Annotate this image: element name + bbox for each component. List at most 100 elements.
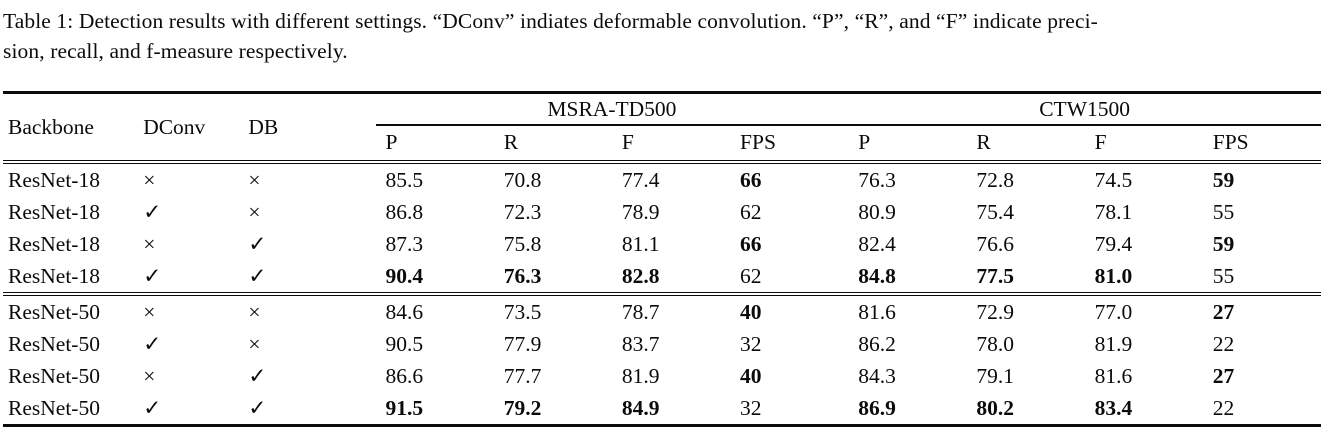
cell-msra-p: 87.3: [385, 231, 424, 256]
cell-msra-f: 77.4: [621, 167, 660, 192]
cell-msra-fps: 62: [740, 199, 762, 224]
cell-msra-f: 83.7: [621, 331, 660, 356]
cell-ctw-r: 78.0: [976, 331, 1015, 356]
cell-ctw-f: 78.1: [1094, 199, 1133, 224]
cell-ctw-f: 81.6: [1094, 363, 1133, 388]
cell-msra-r: 70.8: [503, 167, 542, 192]
cell-db: ×: [248, 199, 261, 224]
table-row: ResNet-18 × ✓ 87.3 75.8 81.1 66 82.4 76.6 79.4 59: [3, 228, 1321, 260]
cell-ctw-p: 84.3: [858, 363, 896, 388]
cell-ctw-f: 77.0: [1094, 299, 1133, 324]
cell-msra-r: 76.3: [493, 260, 612, 296]
cell-msra-f: 81.1: [621, 231, 660, 256]
cell-backbone: ResNet-50: [8, 363, 100, 388]
header-row-groups: Backbone DConv DB MSRA-TD500 CTW1500: [3, 92, 1321, 164]
header-group-ctw1500: CTW1500: [848, 92, 1321, 126]
cell-db: ×: [248, 331, 261, 356]
cell-msra-r: 73.5: [503, 299, 542, 324]
caption-line-1: Table 1: Detection results with differen…: [3, 9, 1098, 33]
header-db: DB: [238, 92, 376, 164]
cell-msra-f: 82.8: [611, 260, 731, 296]
cell-msra-fps: 40: [740, 299, 762, 324]
cell-ctw-f: 79.4: [1094, 231, 1133, 256]
cell-ctw-r: 75.4: [976, 199, 1015, 224]
header-ctw-fps: FPS: [1202, 125, 1321, 164]
cell-msra-p: 86.6: [385, 363, 424, 388]
cell-msra-p: 86.8: [385, 199, 424, 224]
cell-msra-r: 72.3: [503, 199, 542, 224]
cell-backbone: ResNet-18: [8, 167, 100, 192]
cell-db: ✓: [238, 392, 376, 427]
cell-backbone: ResNet-50: [8, 331, 100, 356]
cell-msra-f: 78.9: [621, 199, 660, 224]
cell-ctw-r: 76.6: [976, 231, 1015, 256]
header-ctw-r: R: [966, 125, 1085, 164]
cell-msra-fps: 32: [740, 331, 762, 356]
table-row: ResNet-50 ✓ ✓ 91.5 79.2 84.9 32 86.9 80.2 83.4 22: [3, 392, 1321, 427]
table-caption: Table 1: Detection results with differen…: [3, 6, 1322, 66]
cell-msra-fps: 32: [730, 392, 849, 427]
cell-dconv: ✓: [133, 260, 239, 296]
cell-ctw-p: 86.2: [858, 331, 896, 356]
header-backbone: Backbone: [3, 92, 134, 164]
cell-ctw-p: 76.3: [858, 167, 896, 192]
cell-ctw-r: 72.9: [976, 299, 1015, 324]
header-msra-r: R: [493, 125, 612, 164]
table-row: ResNet-18 ✓ ✓ 90.4 76.3 82.8 62 84.8 77.5 81.0 55: [3, 260, 1321, 296]
cell-backbone: ResNet-50: [8, 299, 100, 324]
cell-msra-f: 84.9: [611, 392, 731, 427]
header-msra-p: P: [375, 125, 494, 164]
table-row: ResNet-50 × × 84.6 73.5 78.7 40 81.6 72.9 77.0 27: [3, 294, 1321, 328]
cell-ctw-fps: 22: [1202, 392, 1321, 427]
cell-msra-p: 85.5: [385, 167, 424, 192]
caption-line-2: sion, recall, and f-measure respectively…: [3, 39, 348, 63]
cell-db: ×: [248, 167, 261, 192]
cell-ctw-p: 86.9: [848, 392, 967, 427]
table-header: Backbone DConv DB MSRA-TD500 CTW1500 P R…: [3, 92, 1321, 164]
cell-ctw-f: 83.4: [1084, 392, 1203, 427]
results-table: Backbone DConv DB MSRA-TD500 CTW1500 P R…: [3, 91, 1321, 427]
cell-ctw-fps: 55: [1212, 199, 1235, 224]
cell-msra-f: 81.9: [621, 363, 660, 388]
cell-ctw-fps: 55: [1202, 260, 1321, 296]
cell-msra-r: 79.2: [493, 392, 612, 427]
cell-msra-r: 77.7: [503, 363, 542, 388]
cell-msra-p: 90.4: [375, 260, 494, 296]
cell-msra-r: 75.8: [503, 231, 542, 256]
cell-ctw-r: 77.5: [966, 260, 1085, 296]
header-msra-f: F: [611, 125, 731, 164]
cell-ctw-f: 81.0: [1084, 260, 1203, 296]
cell-dconv: ×: [143, 363, 156, 388]
cell-msra-r: 77.9: [503, 331, 542, 356]
header-dconv: DConv: [133, 92, 239, 164]
table-row: ResNet-50 × ✓ 86.6 77.7 81.9 40 84.3 79.1 81.6 27: [3, 360, 1321, 392]
cell-ctw-fps: 59: [1212, 167, 1235, 192]
cell-ctw-p: 84.8: [848, 260, 967, 296]
cell-db: ✓: [238, 260, 376, 296]
cell-ctw-r: 79.1: [976, 363, 1015, 388]
cell-dconv: ×: [143, 167, 156, 192]
cell-dconv: ✓: [143, 331, 162, 356]
cell-ctw-fps: 27: [1212, 299, 1235, 324]
header-ctw-p: P: [848, 125, 967, 164]
cell-db: ✓: [248, 231, 267, 256]
cell-ctw-fps: 27: [1212, 363, 1235, 388]
cell-dconv: ×: [143, 231, 156, 256]
cell-msra-fps: 66: [740, 231, 762, 256]
cell-ctw-f: 81.9: [1094, 331, 1133, 356]
cell-msra-p: 84.6: [385, 299, 424, 324]
cell-backbone: ResNet-18: [8, 231, 100, 256]
cell-dconv: ✓: [143, 199, 162, 224]
cell-backbone: ResNet-18: [8, 199, 100, 224]
rows-resnet18-block: ResNet-18 × × 85.5 70.8 77.4 66 76.3 72.8 74.5 59 R…: [3, 162, 1321, 296]
header-msra-fps: FPS: [730, 125, 849, 164]
cell-dconv: ×: [143, 299, 156, 324]
cell-ctw-fps: 22: [1212, 331, 1235, 356]
cell-dconv: ✓: [133, 392, 239, 427]
cell-ctw-p: 80.9: [858, 199, 896, 224]
cell-ctw-f: 74.5: [1094, 167, 1133, 192]
cell-db: ×: [248, 299, 261, 324]
table-row: ResNet-18 ✓ × 86.8 72.3 78.9 62 80.9 75.4 78.1 55: [3, 196, 1321, 228]
cell-msra-f: 78.7: [621, 299, 660, 324]
header-ctw-f: F: [1084, 125, 1203, 164]
